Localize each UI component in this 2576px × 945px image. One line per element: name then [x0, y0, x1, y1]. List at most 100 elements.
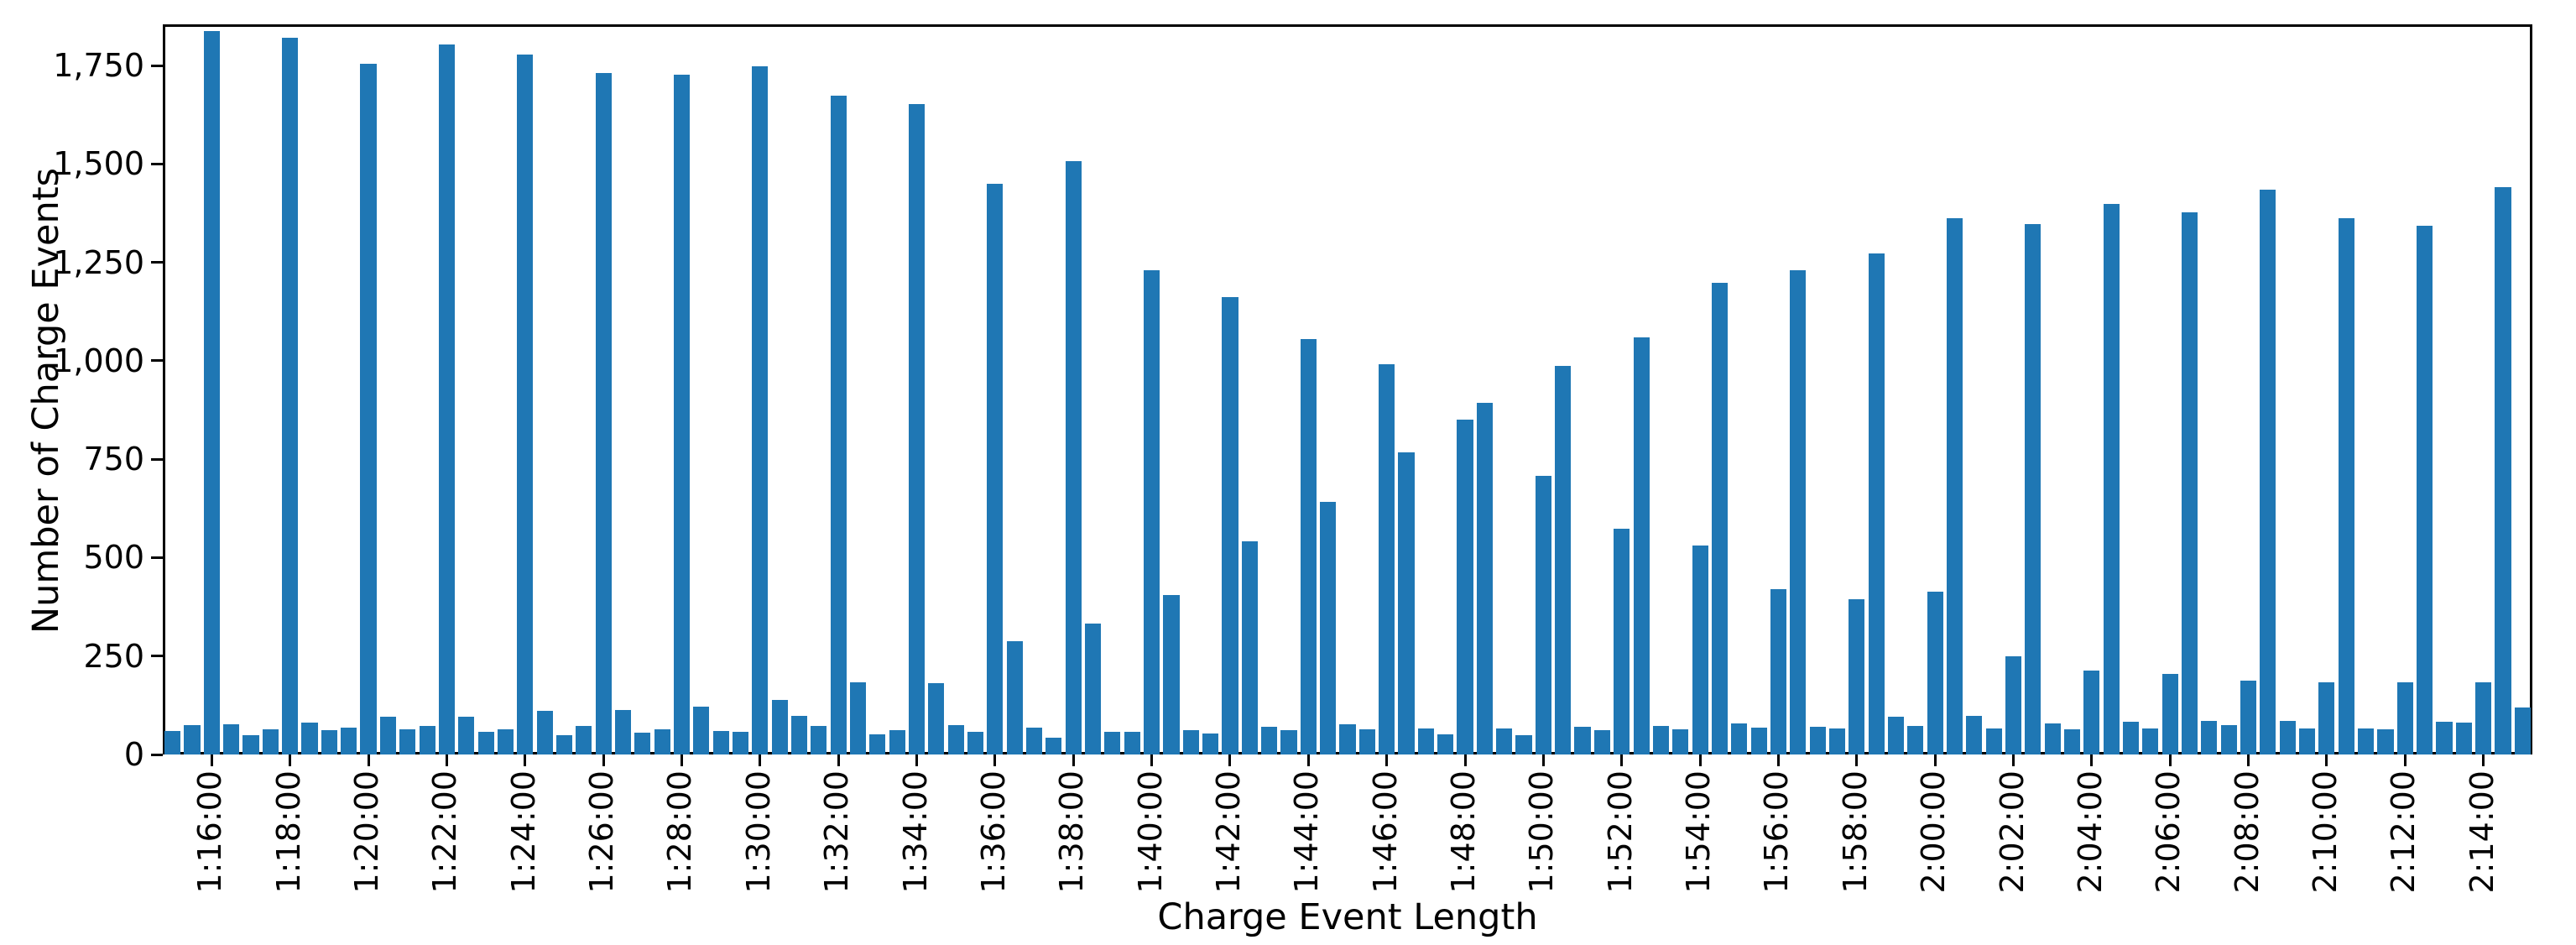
x-tick-label: 1:30:00: [739, 770, 777, 894]
x-tick-label: 1:16:00: [191, 770, 229, 894]
y-tick-label: 750: [83, 441, 144, 478]
bar: [673, 75, 691, 754]
bar: [1398, 452, 1415, 754]
x-tick-label: 1:56:00: [1758, 770, 1796, 894]
x-tick-label: 1:52:00: [1601, 770, 1639, 894]
bar: [1692, 545, 1708, 754]
bar: [1770, 589, 1786, 754]
x-tick-mark: [2482, 754, 2485, 766]
bar: [2377, 728, 2394, 754]
bar: [1300, 339, 1317, 754]
bar: [1496, 728, 1513, 754]
bar: [2338, 218, 2354, 754]
x-tick-label: 1:24:00: [504, 770, 542, 894]
x-tick-label: 2:10:00: [2306, 770, 2344, 894]
bar: [1065, 161, 1082, 754]
x-tick-label: 1:38:00: [1053, 770, 1091, 894]
x-tick-mark: [2247, 754, 2250, 766]
y-tick-label: 250: [83, 637, 144, 675]
x-tick-mark: [524, 754, 527, 766]
bar: [1633, 337, 1650, 754]
bar: [164, 731, 181, 754]
bar: [1887, 716, 1905, 754]
bar: [654, 728, 670, 754]
bar: [379, 716, 396, 754]
bar: [2025, 224, 2042, 754]
x-tick-label: 1:26:00: [583, 770, 621, 894]
bar: [2396, 682, 2413, 754]
bar: [1593, 729, 1610, 754]
x-tick-label: 1:46:00: [1366, 770, 1404, 894]
y-tick-mark: [151, 64, 163, 67]
bar: [1006, 641, 1023, 754]
bar: [634, 732, 651, 754]
bar: [1574, 727, 1591, 754]
bar: [595, 73, 612, 754]
bar: [1358, 728, 1375, 754]
x-tick-label: 1:54:00: [1680, 770, 1718, 894]
y-tick-label: 0: [123, 736, 144, 773]
y-tick-label: 1,250: [53, 243, 144, 281]
x-tick-label: 1:20:00: [348, 770, 386, 894]
x-tick-mark: [367, 754, 370, 766]
bar: [811, 726, 827, 754]
bar: [341, 728, 357, 754]
bar: [1026, 728, 1043, 754]
bar: [1750, 727, 1767, 754]
bar: [1339, 723, 1356, 754]
bar: [1809, 727, 1826, 754]
bar: [536, 711, 553, 754]
x-tick-mark: [1228, 754, 1232, 766]
x-tick-label: 2:14:00: [2463, 770, 2500, 894]
x-tick-mark: [915, 754, 919, 766]
bar: [2358, 728, 2375, 754]
bar: [1163, 594, 1180, 754]
bar: [1555, 365, 1572, 754]
x-axis-title: Charge Event Length: [1157, 896, 1538, 938]
x-tick-mark: [2090, 754, 2094, 766]
bar: [223, 724, 240, 754]
bar: [693, 707, 710, 754]
bar: [1046, 737, 1062, 754]
bar: [1124, 732, 1140, 754]
x-tick-mark: [1463, 754, 1467, 766]
x-tick-mark: [2012, 754, 2015, 766]
bar: [399, 729, 416, 754]
bar: [321, 730, 337, 754]
bar: [1417, 728, 1434, 754]
bar: [1731, 723, 1748, 754]
bar: [1476, 402, 1493, 754]
x-tick-mark: [289, 754, 292, 766]
y-tick-label: 1,000: [53, 342, 144, 379]
y-tick-mark: [151, 261, 163, 264]
bar: [1985, 728, 2002, 754]
bar: [712, 730, 729, 754]
y-tick-mark: [151, 753, 163, 756]
x-tick-mark: [2403, 754, 2407, 766]
bar: [987, 184, 1004, 754]
bar: [1437, 734, 1454, 754]
bar: [301, 723, 318, 754]
x-tick-mark: [1620, 754, 1624, 766]
bar: [2161, 673, 2178, 754]
bar: [2142, 728, 2159, 754]
bar: [1261, 726, 1278, 754]
bar: [1104, 732, 1121, 754]
x-tick-label: 1:50:00: [1523, 770, 1561, 894]
bar: [2182, 211, 2198, 754]
bar: [1907, 726, 1924, 754]
bar: [771, 700, 788, 754]
bar: [419, 725, 435, 754]
x-tick-label: 2:08:00: [2228, 770, 2266, 894]
bar: [1535, 475, 1551, 754]
bar: [360, 63, 377, 754]
x-tick-mark: [2168, 754, 2172, 766]
bar: [1241, 540, 1258, 754]
bar: [1222, 296, 1238, 754]
bar: [2279, 720, 2296, 754]
bar: [1672, 729, 1689, 754]
x-tick-mark: [210, 754, 213, 766]
y-tick-mark: [151, 655, 163, 658]
x-tick-mark: [1072, 754, 1075, 766]
x-tick-mark: [837, 754, 840, 766]
